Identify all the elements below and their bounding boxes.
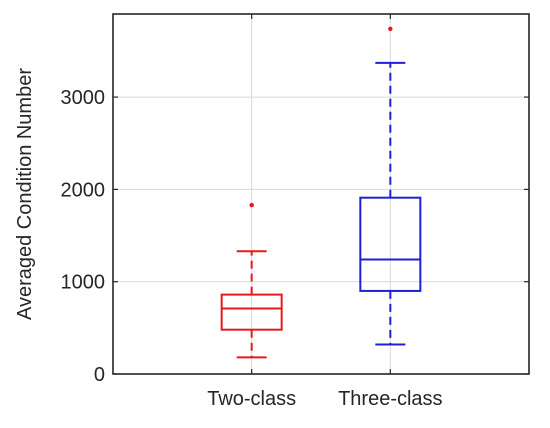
plot-frame [112,13,530,375]
y-tick-label: 3000 [61,87,106,109]
grid-layer [113,14,529,374]
outlier-point [249,202,254,208]
box-two-class [220,202,283,359]
y-tick-label: 2000 [61,179,106,201]
outlier-point [388,26,393,31]
iqr-box [359,196,422,292]
y-tick-label: 0 [94,364,105,386]
box-three-class [359,26,422,346]
tick-layer: 0 1000 2000 3000 Two-class Three-class [61,14,529,410]
y-axis-label: Averaged Condition Number [14,68,36,320]
x-tick-label: Two-class [207,388,296,410]
x-tick-label: Three-class [338,388,442,410]
y-tick-label: 1000 [61,272,106,294]
iqr-box [220,293,283,331]
box-layer [220,26,422,359]
